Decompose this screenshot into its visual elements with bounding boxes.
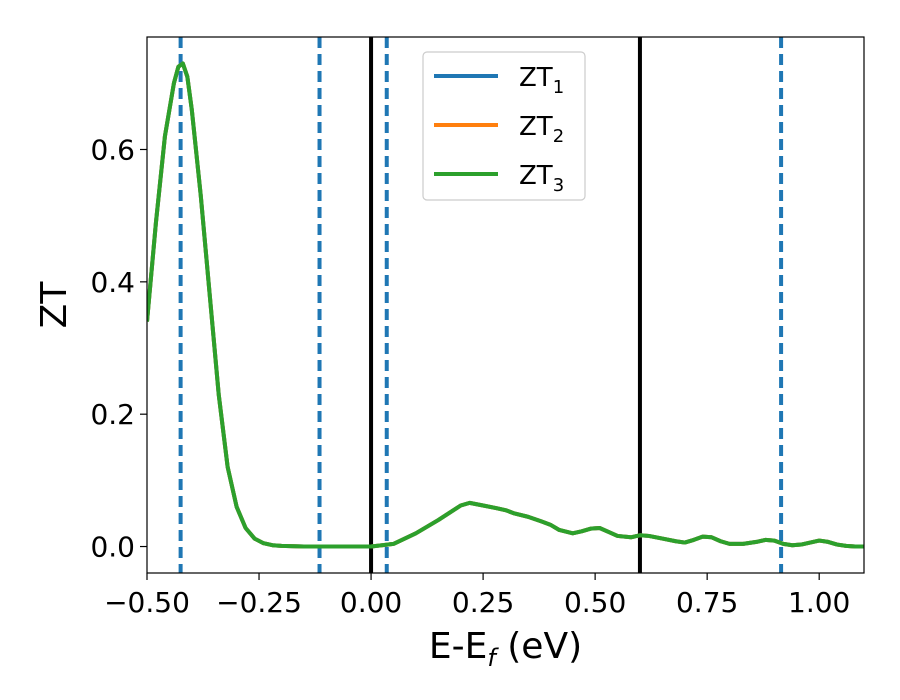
legend-label-1: ZT1: [519, 63, 564, 98]
x-tick-label: −0.25: [216, 586, 302, 619]
legend-box: [422, 51, 586, 201]
x-axis-ticks: −0.50 −0.25 0.00 0.25 0.50 0.75 1.00: [104, 573, 850, 619]
x-axis-title-main: E-E: [429, 626, 487, 667]
x-axis-title: E-Ef (eV): [429, 626, 582, 672]
y-tick-label: 0.0: [90, 531, 135, 564]
legend-label-3: ZT3: [519, 161, 564, 196]
x-axis-title-unit: (eV): [496, 626, 582, 667]
x-tick-label: −0.50: [104, 586, 190, 619]
x-tick-label: 1.00: [788, 586, 850, 619]
axes-frame: [146, 36, 865, 574]
reference-lines: [178, 37, 784, 573]
series-line-3: [147, 61, 864, 549]
x-tick-label: 0.50: [564, 586, 626, 619]
plot-area: [146, 36, 865, 574]
x-tick-label: 0.25: [452, 586, 514, 619]
legend-label-2: ZT2: [519, 112, 564, 147]
y-axis-title: ZT: [34, 281, 75, 329]
x-tick-label: 0.75: [676, 586, 738, 619]
y-axis-ticks: 0.0 0.2 0.4 0.6: [90, 133, 147, 564]
x-tick-label: 0.00: [340, 586, 402, 619]
series-layer: [147, 61, 864, 549]
legend: ZT1 ZT2 ZT3: [422, 51, 586, 201]
y-tick-label: 0.2: [90, 398, 135, 431]
y-tick-label: 0.6: [90, 133, 135, 166]
y-tick-label: 0.4: [90, 266, 135, 299]
